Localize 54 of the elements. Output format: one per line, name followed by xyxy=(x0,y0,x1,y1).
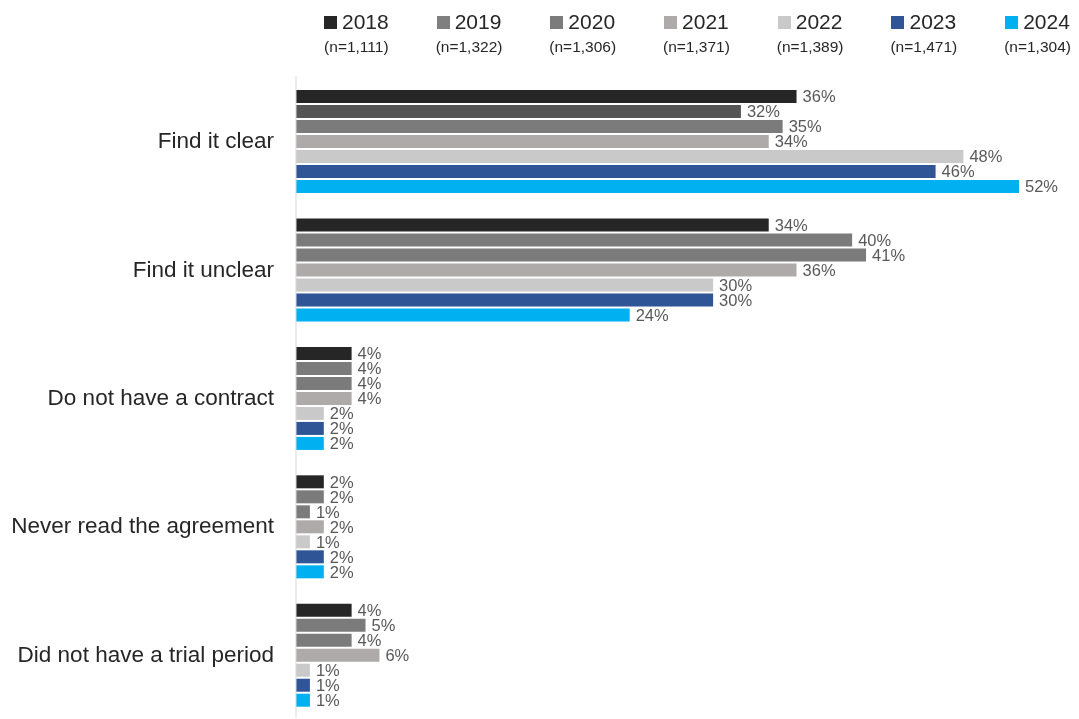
bar xyxy=(296,406,324,420)
bar xyxy=(296,135,769,149)
bar xyxy=(296,120,783,134)
bar xyxy=(296,693,310,707)
bar xyxy=(296,663,310,677)
bar xyxy=(296,648,380,662)
bar xyxy=(296,421,324,435)
bar xyxy=(296,376,352,390)
bar xyxy=(296,505,310,519)
bar xyxy=(296,550,324,564)
bar xyxy=(296,263,797,277)
bar xyxy=(296,391,352,405)
data-label: 34% xyxy=(774,215,809,234)
legend-label: 2023 (n=1,471) xyxy=(890,9,958,57)
bar xyxy=(296,346,352,360)
bar xyxy=(296,293,714,307)
bar xyxy=(296,150,964,164)
bar xyxy=(296,218,769,232)
bar xyxy=(296,475,324,489)
y-tick-label: Never read the agreement xyxy=(11,513,275,539)
data-label: 6% xyxy=(385,646,410,665)
legend-label: 2021 (n=1,371) xyxy=(663,9,730,57)
bar xyxy=(296,278,714,292)
data-label: 36% xyxy=(802,260,836,279)
data-label: 36% xyxy=(802,87,836,106)
bar xyxy=(296,535,310,549)
y-tick-label: Find it unclear xyxy=(132,256,275,282)
bar xyxy=(296,105,741,119)
bar xyxy=(296,520,324,534)
legend-label: 2024 (n=1,304) xyxy=(1004,9,1071,57)
bar xyxy=(296,490,324,504)
bar xyxy=(296,618,366,632)
data-label: 24% xyxy=(635,305,670,324)
legend-label: 2019 (n=1,322) xyxy=(435,9,503,57)
bar xyxy=(296,90,797,104)
bar xyxy=(296,180,1019,194)
bar xyxy=(296,165,936,179)
legend-label: 2018 (n=1,111) xyxy=(324,9,389,57)
y-tick-label: Find it clear xyxy=(157,128,275,154)
bar xyxy=(296,248,867,262)
legend-label: 2022 (n=1,389) xyxy=(776,9,844,57)
bar xyxy=(296,603,352,617)
bar xyxy=(296,436,324,450)
bar xyxy=(296,308,630,322)
bar xyxy=(296,565,324,579)
bar xyxy=(296,233,853,247)
bar xyxy=(296,361,352,375)
data-label: 32% xyxy=(746,102,781,121)
y-tick-label: Did not have a trial period xyxy=(17,641,274,667)
bar xyxy=(296,678,310,692)
y-tick-label: Do not have a contract xyxy=(47,384,275,410)
legend-label: 2020 (n=1,306) xyxy=(549,9,617,57)
bar xyxy=(296,633,352,647)
data-label: 52% xyxy=(1025,177,1059,196)
